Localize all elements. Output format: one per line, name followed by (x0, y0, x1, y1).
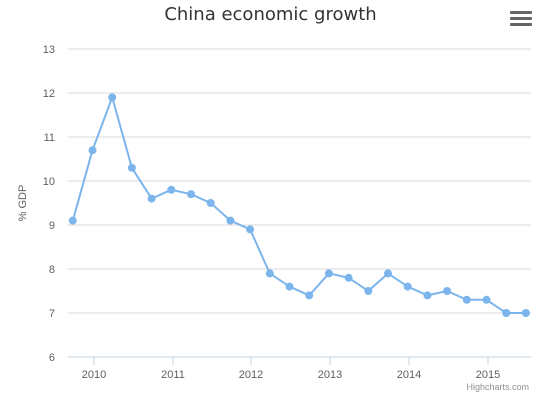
data-point (226, 216, 235, 225)
x-tick-label: 2013 (318, 369, 342, 381)
y-tick-label: 8 (49, 264, 55, 276)
x-tick-label: 2015 (476, 369, 500, 381)
data-point (88, 146, 97, 155)
data-point (68, 216, 77, 225)
data-point (285, 282, 294, 291)
data-point (443, 287, 452, 295)
data-point (187, 190, 195, 199)
x-tick-label: 2010 (82, 369, 106, 381)
y-tick-label: 12 (43, 88, 55, 100)
x-tick-label: 2011 (161, 369, 185, 381)
credits-link[interactable]: Highcharts.com (466, 382, 529, 392)
y-tick-label: 9 (49, 220, 55, 232)
x-tick-label: 2014 (397, 369, 421, 381)
y-tick-label: 13 (43, 44, 55, 56)
data-point (127, 163, 136, 172)
data-point (167, 185, 176, 194)
data-point (521, 309, 530, 317)
data-point (108, 93, 117, 102)
data-point (502, 309, 511, 317)
data-point (206, 199, 215, 207)
data-point (324, 269, 333, 278)
data-point (403, 282, 412, 291)
y-tick-label: 7 (49, 308, 55, 320)
data-point (423, 291, 432, 300)
data-point (462, 295, 471, 304)
data-point (344, 273, 353, 282)
series-line (71, 96, 526, 314)
hamburger-menu-icon[interactable] (510, 8, 532, 28)
data-point (305, 291, 314, 300)
y-axis-title: % GDP (17, 185, 29, 222)
y-tick-label: 10 (43, 176, 55, 188)
data-point (364, 287, 373, 295)
x-tick-label: 2012 (239, 369, 263, 381)
data-point (147, 194, 156, 203)
chart-title: China economic growth (164, 4, 377, 25)
data-point (246, 225, 255, 234)
data-point (265, 269, 274, 278)
data-point (482, 295, 491, 304)
data-point (384, 269, 392, 278)
y-tick-label: 11 (44, 132, 55, 144)
y-tick-label: 6 (49, 352, 55, 364)
